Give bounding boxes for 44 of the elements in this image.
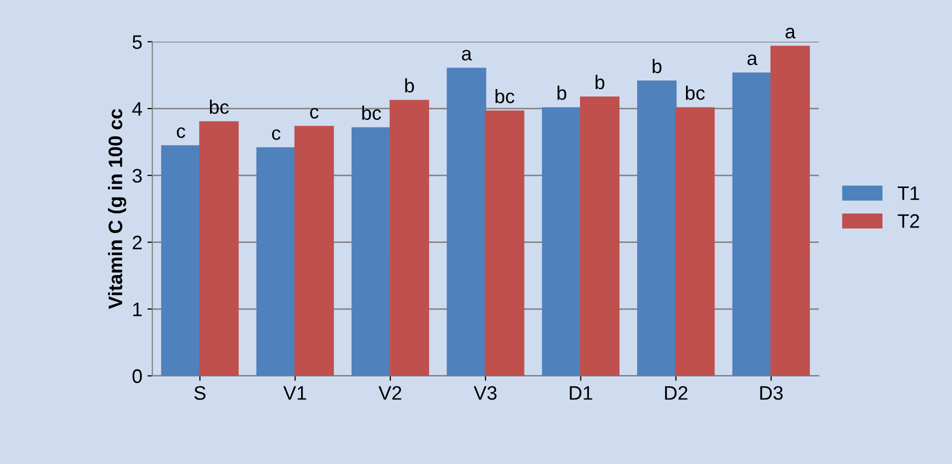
bar — [637, 80, 677, 376]
y-tick-label: 0 — [132, 369, 142, 384]
bar — [484, 110, 524, 376]
data-label: b — [652, 58, 662, 74]
bar — [542, 107, 582, 376]
data-label: bc — [686, 86, 705, 100]
x-tick-label: V1 — [283, 386, 306, 400]
bar — [675, 107, 715, 376]
data-label: a — [748, 54, 758, 66]
bar — [580, 96, 620, 376]
bar — [161, 145, 201, 376]
data-label: a — [786, 28, 796, 38]
y-axis-title: Vitamin C (g in 100 cc — [108, 109, 126, 309]
data-label: b — [558, 86, 566, 100]
bar — [294, 126, 334, 376]
x-tick-label: D3 — [760, 386, 783, 400]
x-tick-label: S — [194, 386, 206, 400]
bar — [770, 46, 810, 376]
bar — [199, 121, 239, 376]
y-tick-label: 5 — [132, 35, 142, 49]
data-label: b — [596, 74, 604, 90]
x-tick-label: V3 — [474, 386, 497, 400]
data-label: bc — [496, 88, 514, 104]
bar — [390, 100, 430, 376]
x-tick-label: V2 — [378, 386, 402, 400]
bar — [352, 127, 392, 376]
bar — [446, 68, 486, 376]
bar — [256, 147, 296, 376]
bar — [732, 72, 772, 376]
legend-label: T1 — [898, 186, 920, 200]
data-label: c — [176, 127, 186, 138]
y-tick-label: 1 — [133, 302, 142, 316]
x-tick-label: D2 — [665, 386, 688, 400]
y-tick-label: 3 — [132, 168, 142, 183]
x-tick-label: D1 — [570, 386, 592, 400]
data-label: b — [405, 78, 414, 93]
data-label: bc — [362, 106, 382, 120]
legend-label: T2 — [898, 214, 920, 228]
y-tick-label: 4 — [132, 102, 142, 116]
data-label: c — [272, 129, 280, 140]
data-label: bc — [210, 100, 229, 114]
data-label: a — [462, 50, 472, 60]
data-label: c — [310, 108, 319, 119]
y-tick-label: 2 — [132, 236, 142, 250]
